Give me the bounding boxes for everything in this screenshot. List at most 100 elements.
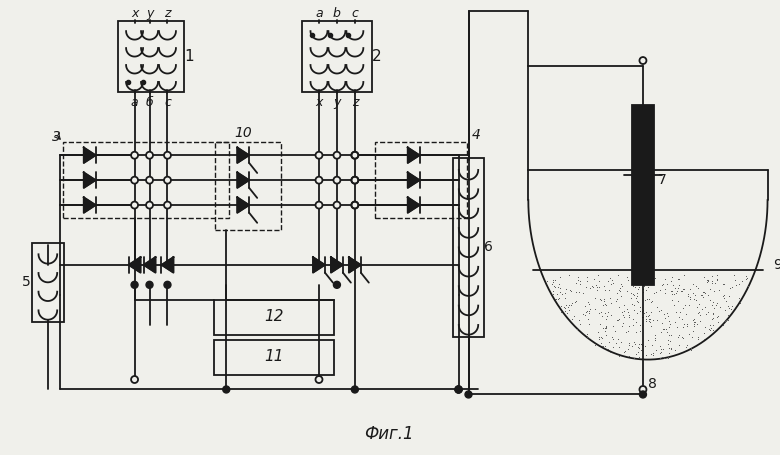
- Point: [661, 328, 673, 335]
- Text: 9: 9: [773, 258, 780, 272]
- Point: [654, 354, 667, 362]
- Point: [682, 292, 694, 299]
- Point: [716, 292, 729, 299]
- Point: [600, 324, 612, 331]
- Point: [629, 283, 641, 290]
- Point: [580, 330, 593, 337]
- Point: [618, 349, 630, 356]
- Point: [688, 322, 700, 329]
- Point: [675, 287, 687, 294]
- Point: [619, 347, 632, 354]
- Point: [629, 329, 642, 336]
- Point: [604, 349, 616, 356]
- Point: [633, 283, 645, 291]
- Point: [663, 349, 675, 356]
- Point: [660, 326, 672, 333]
- Point: [645, 322, 658, 329]
- Point: [613, 288, 626, 295]
- Point: [632, 344, 644, 351]
- Point: [640, 276, 653, 283]
- Point: [662, 318, 675, 325]
- Circle shape: [131, 202, 138, 208]
- Point: [686, 334, 699, 341]
- Point: [579, 311, 591, 318]
- Point: [640, 313, 652, 320]
- Point: [656, 319, 668, 326]
- Polygon shape: [349, 257, 361, 273]
- Point: [547, 276, 559, 283]
- Polygon shape: [83, 172, 96, 188]
- Polygon shape: [83, 197, 96, 213]
- Point: [687, 296, 700, 303]
- Point: [621, 287, 633, 294]
- Point: [654, 350, 666, 357]
- Point: [734, 299, 746, 306]
- Point: [682, 301, 695, 308]
- Point: [719, 317, 732, 324]
- Point: [661, 337, 674, 344]
- Point: [692, 309, 704, 316]
- Point: [722, 311, 734, 318]
- Point: [559, 294, 572, 302]
- Point: [726, 302, 739, 309]
- Point: [631, 285, 644, 293]
- Polygon shape: [408, 197, 420, 213]
- Point: [555, 284, 567, 292]
- Point: [583, 335, 595, 342]
- Point: [548, 283, 561, 290]
- Point: [617, 319, 629, 327]
- Point: [667, 281, 679, 288]
- Point: [697, 293, 709, 301]
- Circle shape: [146, 281, 153, 288]
- Point: [692, 335, 704, 342]
- Point: [626, 300, 639, 307]
- Point: [617, 312, 629, 319]
- Point: [581, 298, 594, 305]
- Point: [622, 308, 634, 316]
- Point: [580, 308, 592, 316]
- Circle shape: [223, 386, 230, 393]
- Point: [726, 283, 739, 291]
- Bar: [302, 20, 372, 92]
- Point: [669, 346, 682, 354]
- Text: 11: 11: [264, 349, 284, 364]
- Point: [626, 343, 638, 350]
- Point: [723, 293, 736, 300]
- Point: [642, 336, 654, 344]
- Point: [590, 282, 602, 289]
- Point: [599, 324, 612, 332]
- Point: [673, 275, 686, 282]
- Point: [562, 303, 574, 311]
- Point: [573, 288, 585, 295]
- Text: c: c: [164, 96, 171, 109]
- Bar: [63, 142, 229, 218]
- Point: [605, 312, 618, 319]
- Point: [665, 290, 678, 297]
- Point: [667, 291, 679, 298]
- Point: [601, 313, 614, 320]
- Point: [739, 273, 752, 280]
- Point: [658, 314, 671, 321]
- Point: [645, 297, 658, 304]
- Point: [669, 318, 682, 325]
- Point: [548, 283, 561, 290]
- Point: [707, 298, 719, 306]
- Point: [649, 275, 661, 282]
- Point: [736, 278, 748, 285]
- Point: [630, 318, 643, 325]
- Point: [704, 286, 717, 293]
- Point: [600, 302, 612, 309]
- Point: [683, 285, 696, 293]
- Point: [670, 290, 682, 297]
- Point: [601, 309, 614, 316]
- Polygon shape: [144, 257, 155, 273]
- Point: [546, 281, 558, 288]
- Polygon shape: [408, 147, 420, 163]
- Point: [722, 303, 735, 310]
- Polygon shape: [408, 172, 420, 188]
- Point: [640, 295, 653, 303]
- Point: [616, 322, 629, 329]
- Point: [637, 282, 650, 289]
- Point: [702, 276, 714, 283]
- Point: [665, 332, 677, 339]
